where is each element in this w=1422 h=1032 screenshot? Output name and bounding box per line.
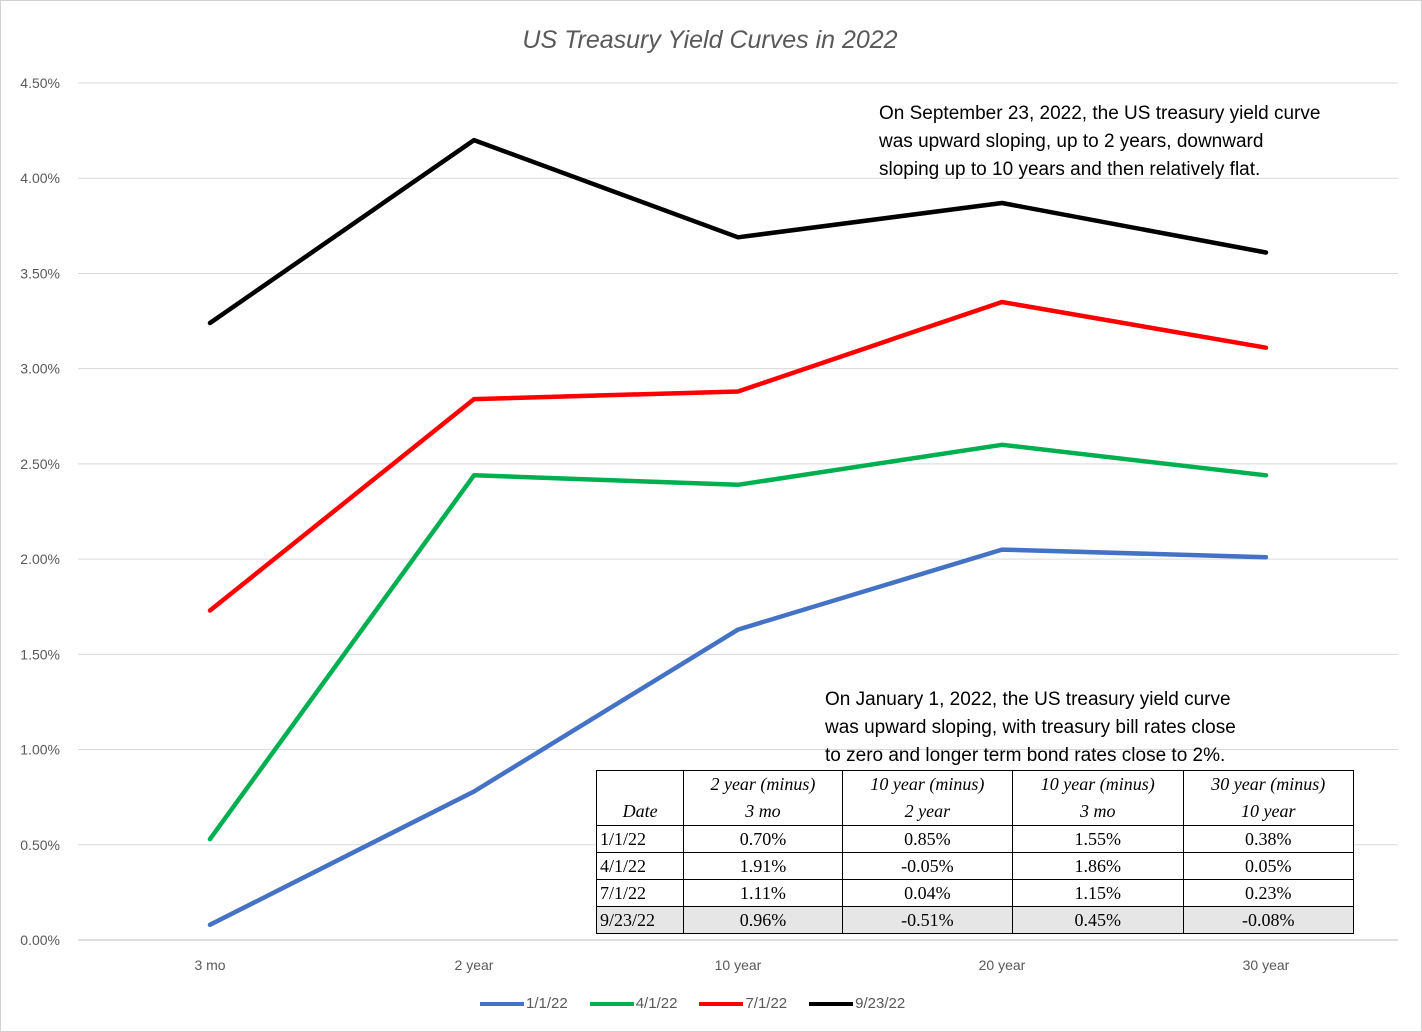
x-axis-tick-labels: 3 mo 2 year 10 year 20 year 30 year [194,957,1289,973]
x-tick-label: 10 year [715,957,762,973]
legend-item-9-23-22: 9/23/22 [809,995,905,1012]
x-tick-label: 20 year [979,957,1026,973]
january-annotation-line: to zero and longer term bond rates close… [825,745,1226,766]
legend-swatch [589,1001,634,1006]
legend-label: 1/1/22 [526,995,568,1012]
january-annotation-line: was upward sloping, with treasury bill r… [825,717,1236,738]
table-cell: -0.05% [841,852,1014,880]
table-row: 7/1/22 1.11% 0.04% 1.15% 0.23% [595,879,1354,907]
chart-title: US Treasury Yield Curves in 2022 [522,26,897,54]
table-cell: 0.85% [841,825,1014,853]
y-tick-label: 2.00% [20,551,60,567]
series-lines [207,137,1269,928]
legend-swatch [480,1001,524,1006]
september-annotation-line: On September 23, 2022, the US treasury y… [879,103,1321,124]
table-cell: 1.91% [683,852,843,880]
y-tick-label: 3.50% [20,265,60,281]
september-annotation-line: sloping up to 10 years and then relative… [879,159,1261,180]
table-cell: 0.96% [683,906,843,934]
header-line: 10 year (minus) [1040,774,1155,794]
table-cell-date: 9/23/22 [595,906,685,934]
table-cell: 1.15% [1012,879,1184,907]
header-line: 2 year (minus) [710,774,816,794]
table-header-row: Date 2 year (minus) 3 mo 10 year (minus) 2… [595,770,1354,826]
legend-item-7-1-22: 7/1/22 [699,995,787,1012]
header-line: 3 mo [745,801,781,821]
y-tick-label: 2.50% [20,456,60,472]
legend-swatch [809,1001,854,1006]
table-cell: 0.05% [1182,852,1354,880]
table-cell: 0.04% [841,879,1014,907]
table-cell: 0.23% [1182,879,1354,907]
yield-spread-table: Date 2 year (minus) 3 mo 10 year (minus) 2… [595,770,1354,934]
header-date: Date [595,770,685,826]
header-10y-minus-3m: 10 year (minus) 3 mo [1012,770,1184,826]
legend-label: 9/23/22 [855,995,906,1012]
header-line: 10 year (minus) [870,774,985,794]
legend-item-4-1-22: 4/1/22 [589,995,678,1012]
september-annotation: On September 23, 2022, the US treasury y… [879,100,1320,184]
x-tick-label: 2 year [455,957,494,973]
table-cell: 1.86% [1012,852,1184,880]
legend-label: 4/1/22 [635,995,678,1012]
header-line: 10 year [1241,801,1296,821]
series-line-4-1-22 [207,442,1269,842]
september-annotation-line: was upward sloping, up to 2 years, downw… [879,131,1264,152]
table-cell: 0.38% [1182,825,1354,853]
table-row: 4/1/22 1.91% -0.05% 1.86% 0.05% [595,852,1354,880]
table-cell: -0.08% [1182,906,1354,934]
table-cell: -0.51% [841,906,1014,934]
header-2y-minus-3m: 2 year (minus) 3 mo [683,770,843,826]
table-cell-date: 1/1/22 [595,825,685,853]
series-line-1-1-22 [207,547,1269,928]
table-cell: 0.45% [1012,906,1184,934]
legend-swatch [699,1001,744,1006]
legend-item-1-1-22: 1/1/22 [480,995,568,1012]
january-annotation: On January 1, 2022, the US treasury yiel… [825,686,1236,770]
x-tick-label: 3 mo [194,957,225,973]
header-line: 2 year [904,801,951,821]
table-row: 1/1/22 0.70% 0.85% 1.55% 0.38% [595,825,1354,853]
chart-legend: 1/1/22 4/1/22 7/1/22 9/23/22 [480,995,905,1012]
y-tick-label: 1.50% [20,646,60,662]
legend-label: 7/1/22 [745,995,788,1012]
header-10y-minus-2y: 10 year (minus) 2 year [841,770,1014,826]
y-tick-label: 4.50% [20,75,60,91]
y-tick-label: 4.00% [20,170,60,186]
header-30y-minus-10y: 30 year (minus) 10 year [1182,770,1354,826]
y-tick-label: 1.00% [20,742,60,758]
header-line: 30 year (minus) [1211,774,1326,794]
table-cell: 1.11% [683,879,843,907]
header-line: 3 mo [1080,801,1116,821]
series-line-9-23-22 [207,137,1269,326]
y-axis-tick-labels: 0.00% 0.50% 1.00% 1.50% 2.00% 2.50% 3.00% 3.50%… [20,75,60,948]
january-annotation-line: On January 1, 2022, the US treasury yiel… [825,689,1231,710]
table-cell: 0.70% [683,825,843,853]
table-row: 9/23/22 0.96% -0.51% 0.45% -0.08% [595,906,1354,934]
y-tick-label: 0.00% [20,932,60,948]
series-line-7-1-22 [207,299,1269,613]
x-tick-label: 30 year [1243,957,1290,973]
table-cell: 1.55% [1012,825,1184,853]
table-cell-date: 7/1/22 [595,879,685,907]
table-cell-date: 4/1/22 [595,852,685,880]
y-tick-label: 0.50% [20,837,60,853]
y-tick-label: 3.00% [20,361,60,377]
